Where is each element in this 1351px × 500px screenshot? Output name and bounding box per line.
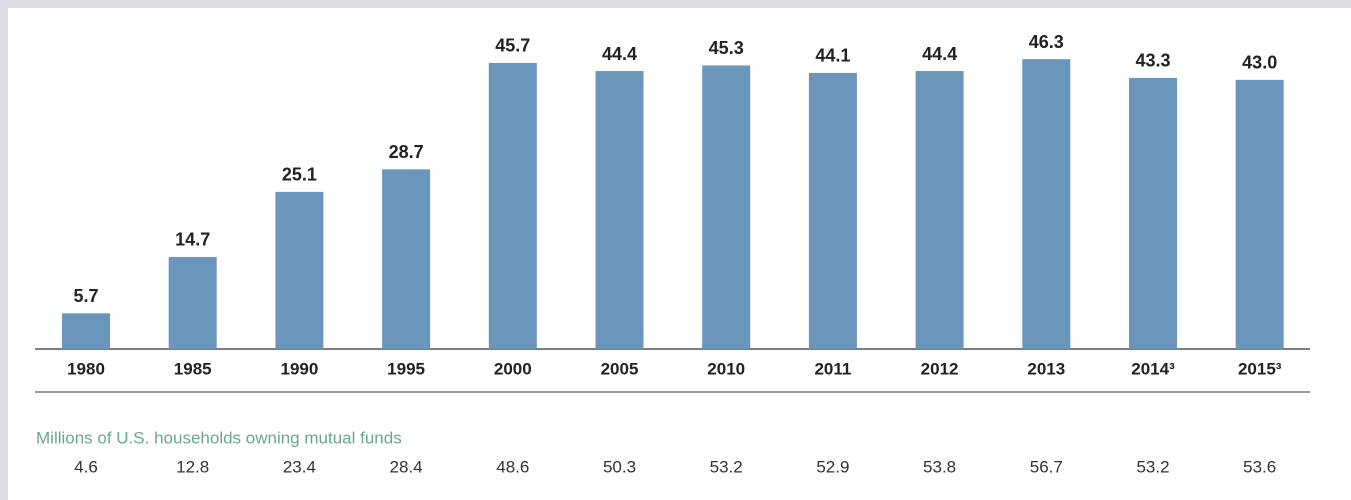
- value-label: 46.3: [1029, 32, 1064, 52]
- bar: [1129, 77, 1177, 349]
- households-value: 53.6: [1243, 457, 1276, 476]
- value-label: 5.7: [73, 286, 98, 306]
- bar: [1022, 59, 1071, 350]
- value-label: 45.3: [709, 38, 744, 58]
- households-value: 50.3: [603, 457, 636, 476]
- bar: [275, 191, 324, 349]
- bar: [382, 169, 431, 349]
- households-value: 53.2: [710, 457, 743, 476]
- value-label: 44.1: [815, 46, 850, 66]
- x-tick-label: 2015³: [1238, 359, 1282, 378]
- households-value: 52.9: [816, 457, 849, 476]
- households-value: 56.7: [1030, 457, 1063, 476]
- households-value: 23.4: [283, 457, 316, 476]
- x-tick-label: 2010: [707, 359, 745, 378]
- households-value: 48.6: [496, 457, 529, 476]
- bar: [595, 71, 644, 349]
- value-label: 43.3: [1135, 51, 1170, 71]
- value-label: 28.7: [389, 142, 424, 162]
- bar: [62, 313, 110, 349]
- x-tick-label: 1990: [280, 359, 318, 378]
- households-value: 12.8: [176, 457, 209, 476]
- x-tick-label: 2014³: [1131, 359, 1175, 378]
- bar: [808, 72, 857, 350]
- households-value: 28.4: [390, 457, 423, 476]
- x-tick-label: 2000: [494, 359, 532, 378]
- value-label: 44.4: [922, 44, 957, 64]
- households-label: Millions of U.S. households owning mutua…: [36, 428, 402, 447]
- panel: [8, 8, 1351, 500]
- x-tick-label: 1995: [387, 359, 425, 378]
- x-tick-label: 2011: [814, 359, 851, 378]
- value-label: 45.7: [495, 36, 530, 56]
- value-label: 25.1: [282, 165, 317, 185]
- x-tick-label: 1980: [67, 359, 105, 378]
- x-tick-label: 2005: [601, 359, 639, 378]
- value-label: 44.4: [602, 44, 637, 64]
- bar: [168, 256, 217, 349]
- x-tick-label: 1985: [174, 359, 212, 378]
- households-value: 53.8: [923, 457, 956, 476]
- bar: [702, 65, 751, 349]
- households-value: 53.2: [1136, 457, 1169, 476]
- x-tick-label: 2012: [921, 359, 959, 378]
- x-tick-label: 2013: [1027, 359, 1065, 378]
- bar: [1235, 79, 1284, 349]
- bar: [488, 62, 537, 349]
- bar: [915, 71, 964, 349]
- value-label: 43.0: [1242, 53, 1277, 73]
- value-label: 14.7: [175, 230, 210, 250]
- households-value: 4.6: [74, 457, 98, 476]
